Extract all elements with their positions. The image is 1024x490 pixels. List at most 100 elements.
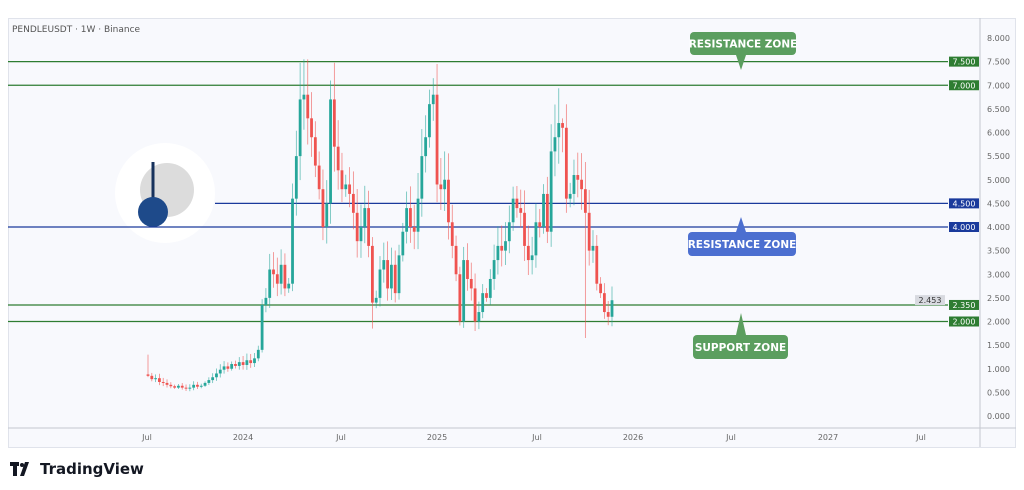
candle-body [431, 94, 435, 105]
candle [150, 372, 154, 382]
candle [199, 383, 203, 389]
candle-body [504, 241, 507, 251]
candle-body [515, 198, 519, 209]
candle-body [549, 151, 553, 232]
level-price-tag [949, 316, 979, 327]
candle-body [561, 123, 564, 128]
zone-label-box [693, 335, 788, 359]
candle-body [580, 179, 583, 190]
candle-body [542, 193, 545, 227]
candle [454, 235, 458, 282]
candle-body [572, 175, 576, 194]
candle-body [363, 208, 367, 227]
candle [336, 120, 340, 190]
candle-body [222, 366, 226, 370]
candle [211, 373, 215, 384]
candle-body [409, 208, 412, 227]
candlestick-chart[interactable]: 0.000 0.500 1.000 1.500 2.000 2.500 3.000 3.500… [0, 0, 1024, 450]
y-tick-label: 2.500 [987, 294, 1010, 303]
candle-body [568, 193, 572, 199]
candle [355, 189, 359, 258]
zone-label-text: RESISTANCE ZONE [688, 239, 797, 251]
candle-body [146, 374, 150, 376]
candle [348, 167, 351, 208]
candle [538, 208, 542, 238]
candle [344, 174, 348, 197]
candle-body [492, 260, 496, 279]
candle [386, 241, 390, 301]
candle-body [462, 260, 466, 322]
candle [203, 381, 207, 387]
candle-body [424, 137, 428, 157]
candle-body [154, 378, 158, 380]
candle [184, 384, 188, 392]
candle-body [321, 189, 325, 227]
zone-label: RESISTANCE ZONE [689, 32, 797, 70]
candle-body [393, 264, 397, 294]
candle [606, 301, 610, 326]
candle-body [534, 222, 538, 256]
candle-body [234, 364, 237, 366]
candle [526, 225, 530, 276]
candle-body [519, 208, 523, 213]
candle-body [325, 203, 329, 227]
candle-body [279, 264, 283, 284]
candle-body [481, 293, 485, 313]
candle [393, 250, 397, 303]
y-tick-label: 4.500 [987, 199, 1010, 208]
candle-body [454, 245, 458, 275]
candle-body [237, 362, 241, 366]
tradingview-logo[interactable]: TradingView [10, 460, 144, 478]
candle [504, 222, 507, 266]
candle-body [256, 349, 260, 359]
candle-body [401, 231, 405, 256]
candle [561, 118, 564, 153]
candle [215, 368, 218, 381]
candle [397, 244, 401, 300]
candle [549, 124, 553, 247]
candle-body [443, 179, 447, 190]
candle [580, 153, 583, 210]
candle-body [287, 283, 291, 289]
x-tick-label: Jul [531, 433, 542, 442]
candle [378, 256, 382, 307]
candle-body [545, 193, 549, 232]
y-tick-label: 7.500 [987, 58, 1010, 67]
x-tick-label: 2027 [818, 433, 838, 442]
candle [466, 243, 469, 291]
candle [447, 153, 450, 240]
candle-body [150, 375, 154, 380]
level-price-tag [949, 56, 979, 67]
candle [511, 186, 515, 231]
candle-body [310, 118, 313, 138]
symbol-title: PENDLEUSDT · 1W · Binance [12, 25, 141, 35]
candle-body [602, 293, 606, 313]
candle [154, 374, 158, 383]
candle-body [553, 137, 557, 152]
candle-body [169, 384, 173, 387]
candle-body [530, 255, 534, 261]
candle [310, 92, 313, 157]
candle [230, 361, 234, 371]
candle-body [260, 304, 264, 350]
candle [340, 152, 344, 203]
candle [161, 377, 165, 387]
y-tick-label: 5.500 [987, 152, 1010, 161]
candle-body [405, 208, 409, 232]
candle [241, 356, 245, 370]
candle-body [329, 99, 332, 204]
candle-body [447, 179, 450, 223]
zone-label: SUPPORT ZONE [693, 313, 788, 359]
candle [462, 246, 466, 328]
candle-body [428, 104, 431, 138]
candle-body [302, 94, 306, 100]
candle [363, 185, 367, 244]
candle [332, 62, 336, 172]
candle [610, 286, 614, 327]
candle-body [203, 382, 207, 386]
candle [325, 180, 329, 244]
x-tick-label: 2026 [623, 433, 643, 442]
y-tick-label: 3.000 [987, 270, 1010, 279]
candle-body [390, 264, 393, 289]
candle-body [245, 360, 249, 365]
